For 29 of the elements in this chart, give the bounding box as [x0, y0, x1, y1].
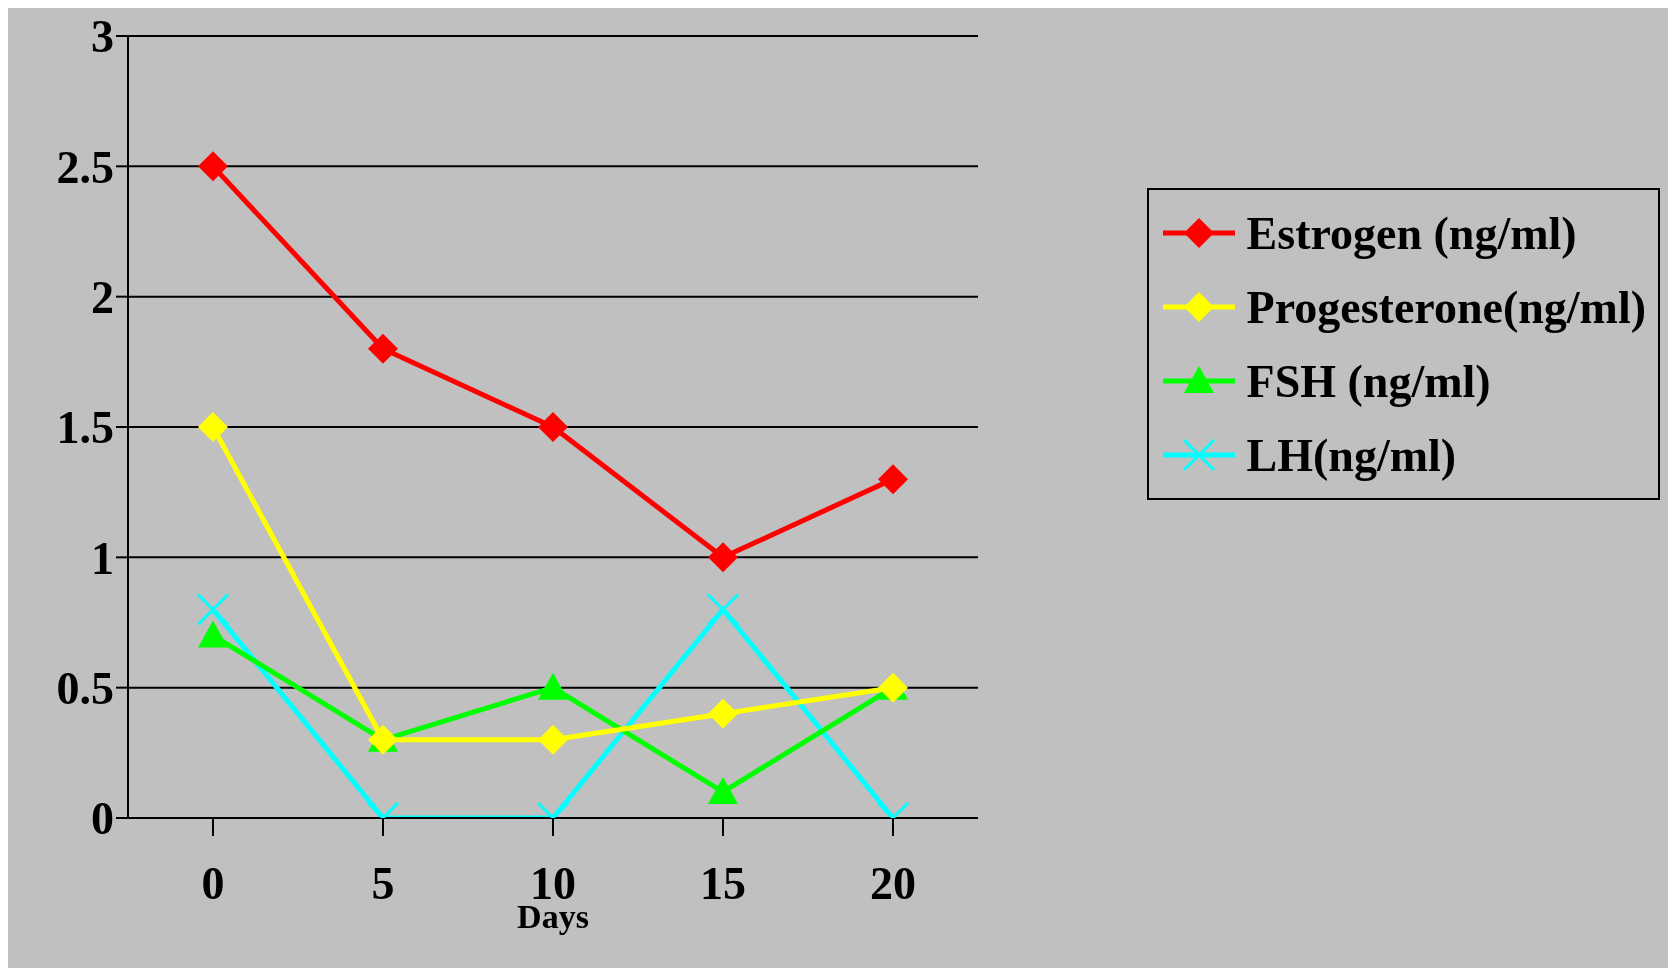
- legend-label: FSH (ng/ml): [1246, 354, 1491, 408]
- legend-label: LH(ng/ml): [1246, 428, 1457, 482]
- point: [368, 333, 398, 364]
- point: [708, 698, 738, 729]
- y-tick-label: 2: [91, 272, 114, 323]
- legend-label: Estrogen (ng/ml): [1246, 206, 1577, 260]
- y-tick-label: 1: [91, 532, 114, 584]
- point: [708, 776, 738, 804]
- x-axis-title: Days: [517, 898, 589, 935]
- point: [708, 542, 738, 573]
- y-tick-label: 2.5: [56, 141, 114, 193]
- y-tick-label: 0.5: [56, 663, 114, 714]
- y-tick-label: 1.5: [56, 402, 114, 454]
- y-tick-label: 3: [91, 11, 114, 63]
- y-tick-label: 0: [91, 793, 114, 845]
- x-tick-label: 5: [371, 857, 395, 909]
- point: [538, 412, 568, 442]
- point: [706, 592, 740, 626]
- point: [196, 592, 230, 626]
- point: [198, 412, 228, 442]
- x-tick-label: 15: [700, 857, 746, 909]
- x-tick-label: 0: [201, 857, 225, 909]
- point: [538, 672, 568, 700]
- x-tick-label: 20: [870, 857, 916, 909]
- point: [198, 620, 228, 648]
- legend-label: Progesterone(ng/ml): [1246, 280, 1646, 334]
- point: [198, 151, 228, 182]
- point: [878, 464, 908, 495]
- point: [538, 724, 568, 755]
